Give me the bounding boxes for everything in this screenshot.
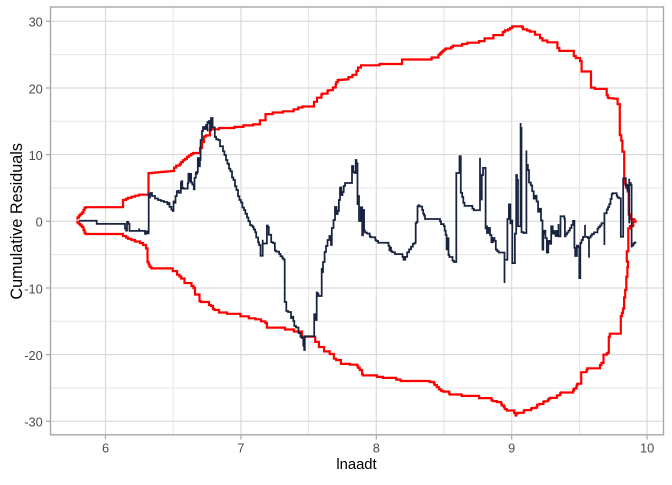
svg-text:6: 6 [102, 441, 109, 456]
svg-text:10: 10 [29, 148, 43, 163]
svg-text:Cumulative Residuals: Cumulative Residuals [8, 143, 26, 300]
svg-text:10: 10 [640, 441, 654, 456]
svg-text:7: 7 [237, 441, 244, 456]
svg-text:-20: -20 [24, 348, 43, 363]
svg-text:30: 30 [29, 15, 43, 30]
svg-text:-30: -30 [24, 415, 43, 430]
svg-text:0: 0 [36, 215, 43, 230]
svg-text:9: 9 [508, 441, 515, 456]
svg-text:lnaadt: lnaadt [336, 457, 376, 473]
svg-text:20: 20 [29, 81, 43, 96]
svg-text:-10: -10 [24, 281, 43, 296]
svg-text:8: 8 [373, 441, 380, 456]
